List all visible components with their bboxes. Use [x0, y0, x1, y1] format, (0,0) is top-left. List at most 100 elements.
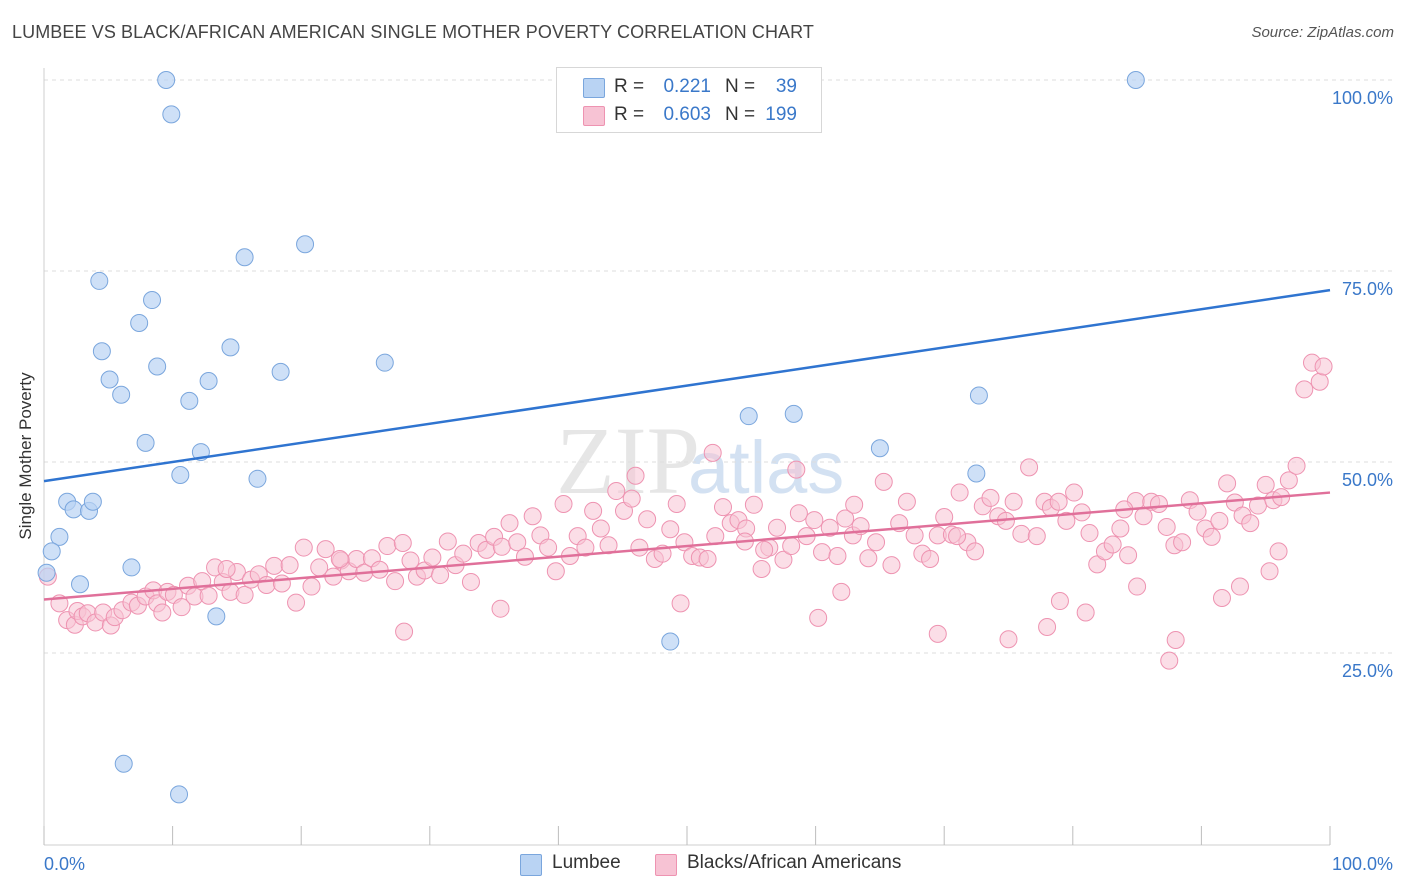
point-black	[539, 538, 558, 557]
point-lumbee	[71, 575, 90, 594]
point-lumbee	[221, 338, 240, 357]
point-black	[1080, 524, 1099, 543]
point-lumbee	[170, 785, 189, 804]
point-lumbee	[248, 469, 267, 488]
point-black	[671, 594, 690, 613]
point-black	[638, 510, 657, 529]
point-black	[1065, 483, 1084, 502]
point-black	[508, 533, 527, 552]
point-black	[1057, 511, 1076, 530]
point-black	[438, 532, 457, 551]
point-black	[378, 537, 397, 556]
point-black	[755, 540, 774, 559]
point-black	[1287, 456, 1306, 475]
point-lumbee	[271, 362, 290, 381]
point-black	[1241, 514, 1260, 533]
point-black	[698, 550, 717, 569]
correlation-legend: R = 0.221 N = 39 R = 0.603 N = 199	[556, 67, 822, 133]
legend-row-black: R = 0.603 N = 199	[557, 100, 821, 130]
chart-title: LUMBEE VS BLACK/AFRICAN AMERICAN SINGLE …	[12, 22, 815, 42]
point-lumbee	[870, 439, 889, 458]
point-black	[395, 622, 414, 641]
point-black	[905, 526, 924, 545]
point-black	[1160, 651, 1179, 670]
point-lumbee	[122, 558, 141, 577]
series-legend-swatch-black	[655, 854, 677, 876]
x-tick-label: 100.0%	[1332, 854, 1393, 874]
point-lumbee	[100, 370, 119, 389]
legend-r-label: R =	[614, 76, 645, 97]
point-black	[752, 559, 771, 578]
point-black	[1166, 631, 1185, 650]
point-black	[1103, 535, 1122, 554]
gridlines	[44, 79, 1392, 654]
point-black	[1210, 511, 1229, 530]
tick-labels: 25.0% 50.0% 75.0% 100.0% 0.0% 100.0%	[44, 88, 1393, 874]
point-lumbee	[969, 386, 988, 405]
point-black	[280, 556, 299, 575]
point-black	[832, 582, 851, 601]
point-lumbee	[235, 248, 254, 267]
point-black	[316, 540, 335, 559]
legend-swatch-black	[583, 106, 605, 126]
point-black	[809, 608, 828, 627]
y-axis-label: Single Mother Poverty	[16, 372, 35, 540]
legend-r-value: 0.221	[663, 76, 711, 97]
legend-n-value: 199	[765, 104, 797, 125]
point-black	[423, 548, 442, 567]
series-legend: Lumbee Blacks/African Americans	[0, 852, 1406, 878]
point-lumbee	[37, 563, 56, 582]
point-black	[1012, 524, 1031, 543]
point-black	[431, 566, 450, 585]
point-lumbee	[92, 342, 111, 361]
point-black	[546, 562, 565, 581]
point-black	[1295, 380, 1314, 399]
point-black	[330, 550, 349, 569]
point-black	[1128, 577, 1147, 596]
point-lumbee	[157, 71, 176, 89]
y-tick-label: 50.0%	[1342, 470, 1393, 490]
point-lumbee	[180, 391, 199, 410]
axes	[43, 68, 1331, 846]
point-black	[1218, 474, 1237, 493]
point-black	[257, 576, 276, 595]
watermark-atlas: atlas	[688, 426, 844, 509]
point-black	[845, 495, 864, 514]
series-lumbee	[37, 71, 1145, 804]
point-black	[981, 488, 1000, 507]
point-lumbee	[148, 357, 167, 376]
y-tick-label: 100.0%	[1332, 88, 1393, 108]
legend-row-lumbee: R = 0.221 N = 39	[557, 72, 821, 102]
point-black	[1279, 471, 1298, 490]
point-black	[554, 495, 573, 514]
legend-r-label: R =	[614, 104, 645, 125]
point-black	[789, 504, 808, 523]
point-lumbee	[112, 385, 131, 404]
point-black	[1004, 492, 1023, 511]
point-lumbee	[375, 353, 394, 372]
point-black	[1269, 542, 1288, 561]
point-black	[217, 559, 236, 578]
point-black	[813, 543, 832, 562]
point-lumbee	[50, 527, 69, 546]
point-black	[265, 556, 284, 575]
x-tick-label: 0.0%	[44, 854, 85, 874]
legend-n-label: N =	[725, 76, 756, 97]
point-lumbee	[130, 313, 149, 332]
point-black	[370, 560, 389, 579]
point-black	[153, 603, 172, 622]
point-black	[1314, 357, 1333, 376]
point-black	[782, 537, 801, 556]
point-black	[703, 443, 722, 462]
chart-source: Source: ZipAtlas.com	[1251, 24, 1394, 41]
point-black	[523, 507, 542, 526]
point-lumbee	[967, 464, 986, 483]
point-black	[921, 550, 940, 569]
point-black	[928, 624, 947, 643]
point-black	[882, 556, 901, 575]
point-black	[500, 514, 519, 533]
point-black	[828, 546, 847, 565]
point-black	[805, 511, 824, 530]
point-black	[626, 466, 645, 485]
